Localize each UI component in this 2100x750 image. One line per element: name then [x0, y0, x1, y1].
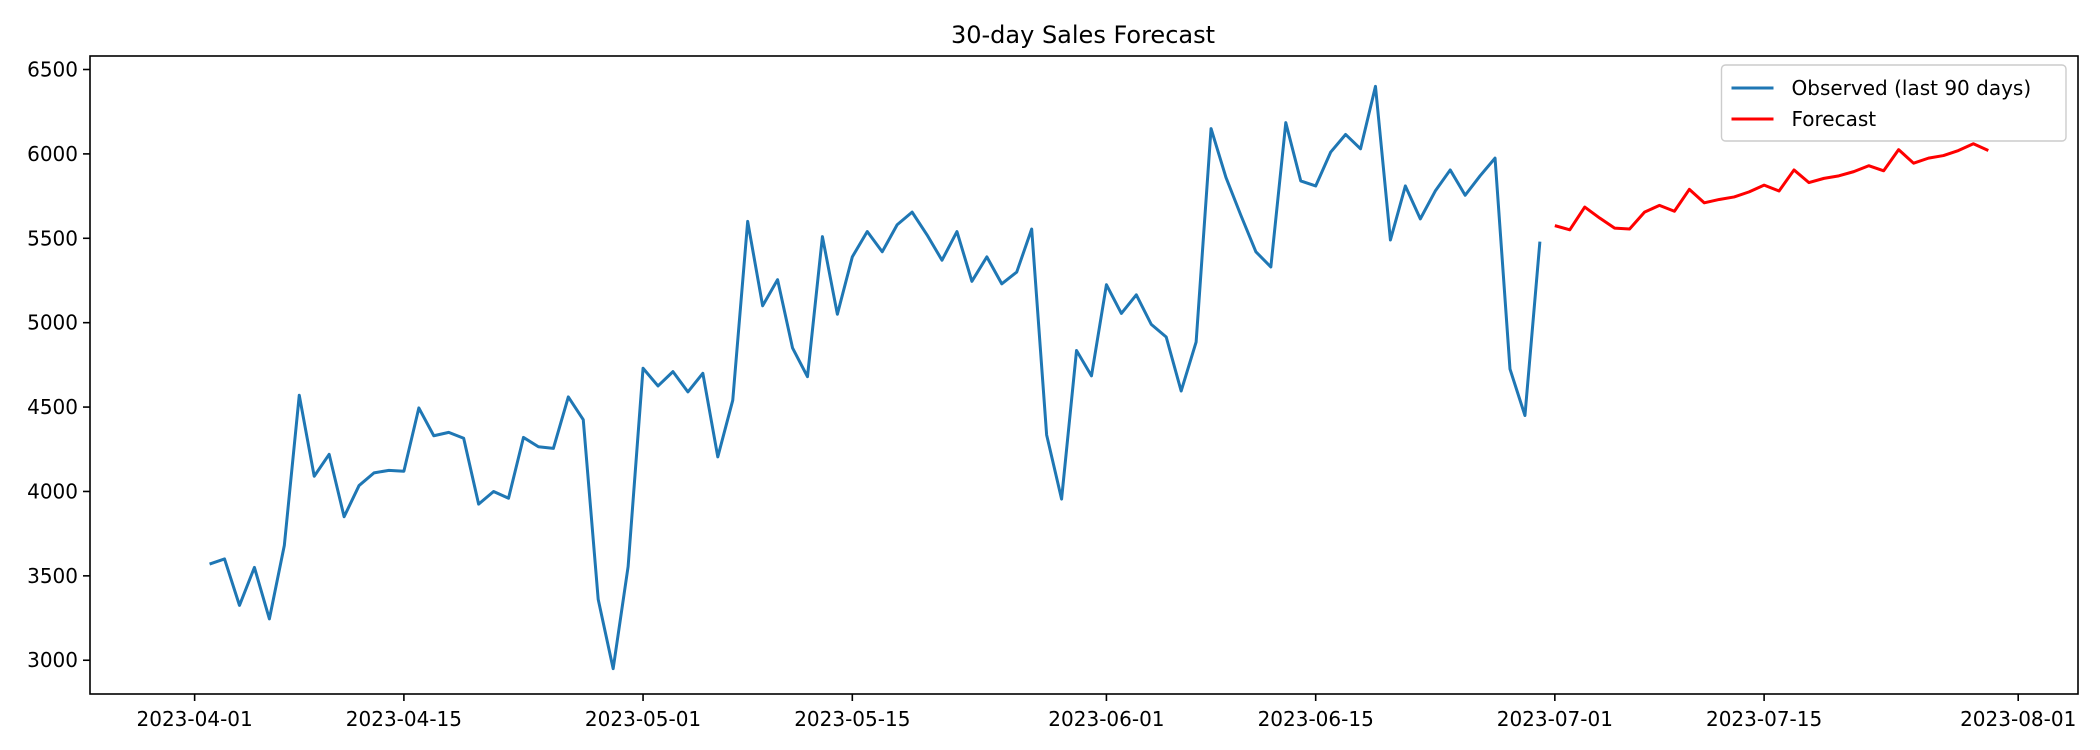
series-line-forecast	[1554, 142, 1989, 232]
x-tick-label: 2023-04-01	[137, 707, 253, 731]
x-tick-label: 2023-04-15	[346, 707, 462, 731]
x-tick-label: 2023-06-01	[1048, 707, 1164, 731]
series-line-observed	[209, 84, 1542, 671]
legend-box	[1720, 64, 2067, 142]
chart-title: 30-day Sales Forecast	[951, 21, 1215, 49]
plot-area	[209, 84, 1989, 671]
y-tick-label: 6500	[27, 58, 78, 82]
x-tick-label: 2023-05-01	[585, 707, 701, 731]
legend-label-forecast: Forecast	[1792, 107, 1877, 131]
y-tick-label: 4500	[27, 395, 78, 419]
plot-frame	[89, 55, 2079, 695]
legend: Observed (last 90 days) Forecast	[1720, 64, 2067, 142]
x-tick-label: 2023-05-15	[794, 707, 910, 731]
y-tick-label: 3000	[27, 648, 78, 672]
y-tick-label: 4000	[27, 479, 78, 503]
y-tick-label: 5500	[27, 226, 78, 250]
y-tick-label: 5000	[27, 311, 78, 335]
y-tick-label: 3500	[27, 564, 78, 588]
x-tick-label: 2023-07-01	[1497, 707, 1613, 731]
axes: 3000 3500 4000 4500 5000 5500 6000 6500 2023-04-…	[27, 55, 2079, 731]
x-tick-label: 2023-07-15	[1706, 707, 1822, 731]
x-tick-label: 2023-08-01	[1960, 707, 2076, 731]
legend-label-observed: Observed (last 90 days)	[1792, 76, 2032, 100]
x-tick-label: 2023-06-15	[1258, 707, 1374, 731]
y-tick-label: 6000	[27, 142, 78, 166]
